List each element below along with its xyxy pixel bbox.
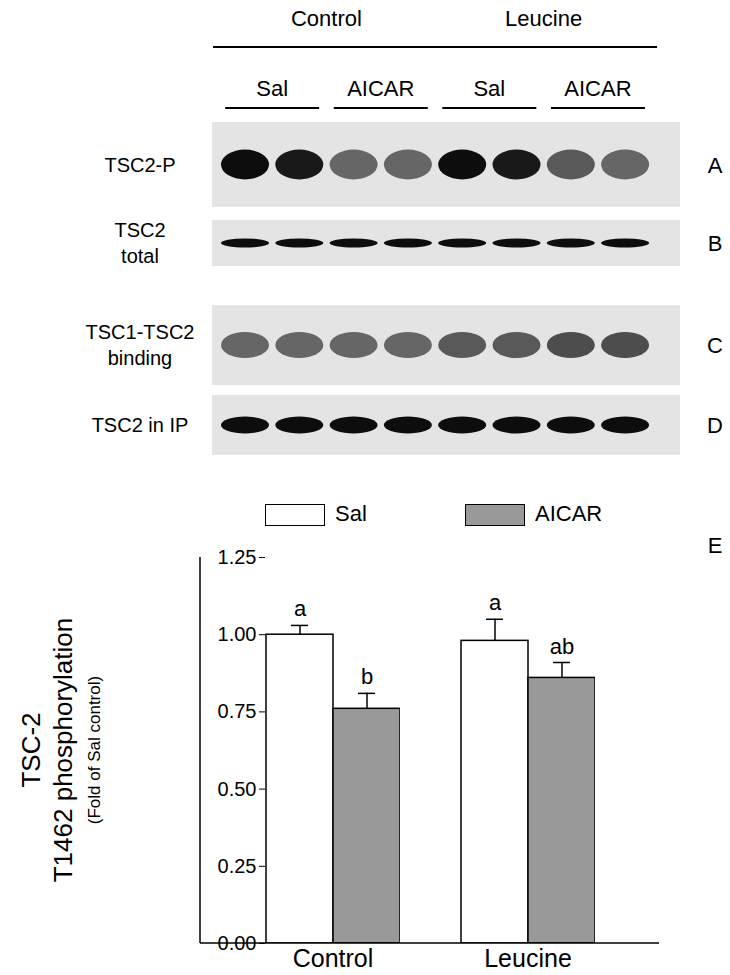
svg-text:a: a bbox=[489, 590, 502, 615]
svg-text:A: A bbox=[708, 153, 723, 178]
svg-text:Sal: Sal bbox=[473, 76, 505, 101]
svg-text:T1462 phosphorylation: T1462 phosphorylation bbox=[48, 618, 78, 883]
svg-text:TSC2 in IP: TSC2 in IP bbox=[92, 414, 189, 436]
svg-text:total: total bbox=[121, 245, 159, 267]
svg-text:b: b bbox=[361, 664, 373, 689]
svg-text:1.25: 1.25 bbox=[218, 546, 257, 568]
svg-text:1.00: 1.00 bbox=[218, 623, 257, 645]
svg-text:binding: binding bbox=[108, 347, 173, 369]
svg-text:Leucine: Leucine bbox=[484, 944, 572, 972]
svg-text:Control: Control bbox=[293, 944, 374, 972]
svg-text:TSC2: TSC2 bbox=[114, 219, 165, 241]
svg-text:B: B bbox=[708, 231, 723, 256]
svg-text:Sal: Sal bbox=[256, 76, 288, 101]
html-text:Sal: Sal bbox=[335, 501, 367, 526]
svg-text:0.75: 0.75 bbox=[218, 700, 257, 722]
svg-text:Control: Control bbox=[291, 6, 362, 31]
svg-text:TSC2-P: TSC2-P bbox=[104, 154, 175, 176]
svg-text:0.25: 0.25 bbox=[218, 855, 257, 877]
svg-text:Leucine: Leucine bbox=[505, 6, 582, 31]
svg-text:a: a bbox=[294, 596, 307, 621]
html-text:AICAR: AICAR bbox=[535, 501, 603, 526]
svg-text:(Fold of Sal control): (Fold of Sal control) bbox=[85, 676, 104, 824]
svg-text:AICAR: AICAR bbox=[564, 76, 631, 101]
svg-text:D: D bbox=[707, 413, 723, 438]
svg-text:TSC-2: TSC-2 bbox=[16, 712, 46, 787]
svg-text:ab: ab bbox=[550, 634, 574, 659]
svg-text:0.50: 0.50 bbox=[218, 778, 257, 800]
svg-text:C: C bbox=[707, 333, 723, 358]
svg-text:AICAR: AICAR bbox=[347, 76, 414, 101]
svg-text:TSC1-TSC2: TSC1-TSC2 bbox=[86, 321, 195, 343]
svg-text:E: E bbox=[708, 533, 723, 558]
svg-text:0.00: 0.00 bbox=[217, 931, 257, 954]
